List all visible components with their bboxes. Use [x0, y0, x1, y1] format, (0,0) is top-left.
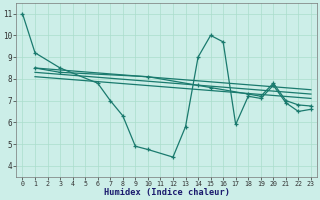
X-axis label: Humidex (Indice chaleur): Humidex (Indice chaleur): [104, 188, 230, 197]
